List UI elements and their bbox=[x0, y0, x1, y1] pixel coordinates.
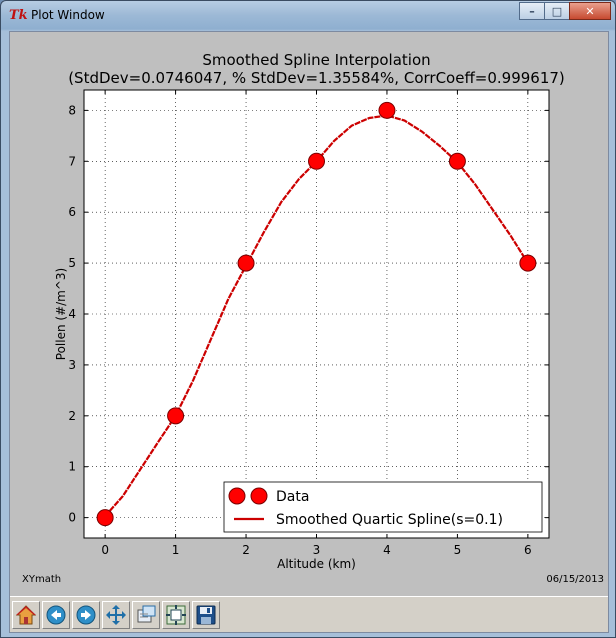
y-tick-label: 5 bbox=[68, 256, 76, 270]
home-button[interactable] bbox=[12, 600, 40, 629]
x-tick-label: 1 bbox=[172, 543, 180, 557]
legend-label-spline: Smoothed Quartic Spline(s=0.1) bbox=[276, 512, 503, 528]
navigation-toolbar bbox=[10, 596, 608, 632]
chart-svg: 0 1 2 3 4 5 6 0 1 2 3 4 5 6 7 8 Smoothed Spline Interpol… bbox=[54, 51, 565, 571]
legend-data-marker bbox=[228, 487, 246, 505]
back-arrow-icon bbox=[46, 605, 66, 624]
subplots-button[interactable] bbox=[162, 600, 190, 629]
data-point bbox=[167, 407, 185, 425]
y-tick-label: 8 bbox=[68, 103, 76, 117]
title-bar[interactable]: Tk Plot Window – □ ✕ bbox=[1, 1, 615, 31]
figure-canvas[interactable]: 0 1 2 3 4 5 6 0 1 2 3 4 5 6 7 8 Smoothed Spline Interpol… bbox=[10, 32, 608, 592]
y-tick-label: 2 bbox=[68, 409, 76, 423]
legend-label-data: Data bbox=[276, 489, 309, 505]
close-button[interactable]: ✕ bbox=[569, 2, 611, 20]
minimize-button[interactable]: – bbox=[519, 2, 545, 20]
x-tick-label: 4 bbox=[383, 543, 391, 557]
x-tick-label: 0 bbox=[101, 543, 109, 557]
zoom-button[interactable] bbox=[132, 600, 160, 629]
data-point bbox=[237, 254, 255, 272]
axes-frame bbox=[83, 89, 550, 539]
chart-title: Smoothed Spline Interpolation bbox=[202, 51, 430, 69]
y-tick-label: 1 bbox=[68, 460, 76, 474]
save-floppy-icon bbox=[196, 605, 216, 624]
x-tick-label: 6 bbox=[524, 543, 532, 557]
configure-subplots-icon bbox=[166, 604, 186, 625]
minimize-icon: – bbox=[529, 4, 535, 18]
window-controls: – □ ✕ bbox=[519, 2, 611, 21]
y-tick-label: 4 bbox=[68, 307, 76, 321]
plot-client-area: 0 1 2 3 4 5 6 0 1 2 3 4 5 6 7 8 Smoothed Spline Interpol… bbox=[9, 31, 609, 633]
y-tick-label: 0 bbox=[68, 511, 76, 525]
date-label: 06/15/2013 bbox=[546, 574, 604, 585]
maximize-button[interactable]: □ bbox=[544, 2, 570, 20]
x-tick-label: 5 bbox=[454, 543, 462, 557]
tk-app-icon: Tk bbox=[9, 8, 28, 23]
data-point bbox=[519, 254, 537, 272]
y-tick-label: 7 bbox=[68, 154, 76, 168]
y-tick-label: 3 bbox=[68, 358, 76, 372]
maximize-icon: □ bbox=[551, 4, 563, 18]
x-tick-label: 3 bbox=[313, 543, 321, 557]
forward-arrow-icon bbox=[76, 605, 96, 624]
window-title: Plot Window bbox=[31, 8, 105, 22]
app-name-label: XYmath bbox=[22, 574, 62, 585]
save-button[interactable] bbox=[192, 600, 220, 629]
data-point bbox=[448, 152, 466, 170]
pan-button[interactable] bbox=[102, 600, 130, 629]
data-point bbox=[308, 152, 325, 170]
back-button[interactable] bbox=[42, 600, 70, 629]
legend-box bbox=[223, 481, 543, 533]
zoom-rectangle-icon bbox=[137, 605, 156, 622]
y-axis-label: Pollen (#/m^3) bbox=[54, 268, 68, 360]
y-tick-label: 6 bbox=[68, 205, 76, 219]
close-icon: ✕ bbox=[585, 4, 595, 18]
legend-data-marker bbox=[250, 487, 268, 505]
data-point bbox=[378, 101, 396, 119]
pan-move-icon bbox=[106, 604, 126, 625]
forward-button[interactable] bbox=[72, 600, 100, 629]
x-tick-label: 2 bbox=[242, 543, 250, 557]
x-axis-label: Altitude (km) bbox=[277, 557, 356, 571]
chart-subtitle: (StdDev=0.0746047, % StdDev=1.35584%, Co… bbox=[68, 69, 565, 87]
data-point bbox=[96, 509, 114, 527]
home-icon bbox=[15, 604, 37, 624]
